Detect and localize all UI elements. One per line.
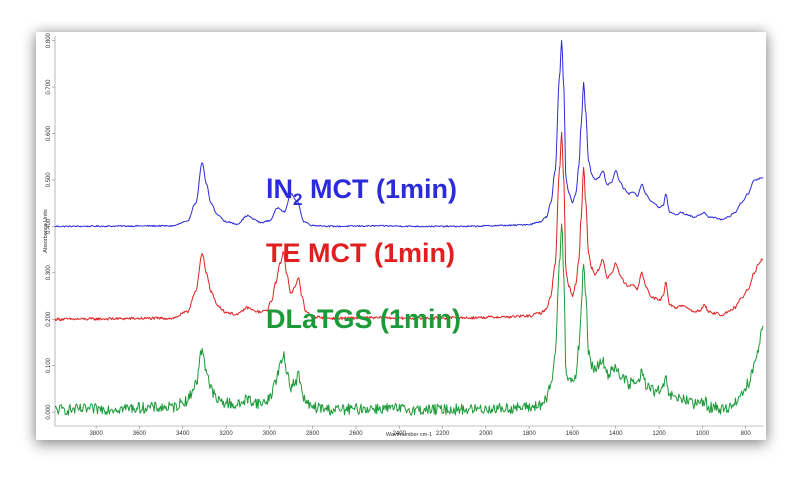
y-tick-label: 0.600 (46, 125, 52, 141)
x-tick-label: 2800 (306, 431, 320, 437)
series-line-0 (54, 39, 764, 228)
x-tick-label: 1400 (609, 431, 623, 437)
x-tick-label: 2600 (349, 431, 363, 437)
y-tick-label: 0.700 (46, 79, 52, 95)
series-group (54, 39, 764, 416)
x-tick-label: 1600 (566, 431, 580, 437)
y-tick-label: 0.400 (46, 218, 52, 234)
spectrum-panel: 0.000 0.100 0.200 0.300 0.400 0.500 0.600 0.700… (36, 32, 766, 440)
x-axis-title: Wavenumber cm-1 (386, 432, 432, 438)
x-tick-label: 1200 (652, 431, 666, 437)
x-tick-label: 2000 (479, 431, 493, 437)
x-axis: 3800 3600 3400 3200 3000 2800 2600 2400 2200 2000… (89, 426, 751, 437)
x-tick-label: 2200 (436, 431, 450, 437)
x-tick-label: 1800 (522, 431, 536, 437)
y-tick-label: 0.300 (46, 265, 52, 281)
legend-label-te-mct: TE MCT (1min) (266, 238, 455, 268)
y-tick-label: 0.500 (46, 172, 52, 188)
x-tick-label: 3600 (133, 431, 147, 437)
x-tick-label: 3000 (263, 431, 277, 437)
x-tick-label: 1000 (696, 431, 710, 437)
legend-label-ln2-mct: lN2 MCT (1min) (266, 174, 457, 209)
legend-label-ln2-main: lN (266, 174, 293, 204)
x-tick-label: 3200 (219, 431, 233, 437)
plot-frame (54, 36, 763, 427)
legend-label-ln2-subscript: 2 (293, 190, 302, 209)
series-line-1 (54, 131, 764, 322)
y-tick-label: 0.000 (46, 404, 52, 420)
legend-label-ln2-rest: MCT (1min) (302, 174, 457, 204)
legend-label-dlatgs: DLaTGS (1min) (266, 304, 461, 334)
y-tick-label: 0.800 (46, 32, 52, 48)
y-tick-label: 0.100 (46, 357, 52, 373)
x-tick-label: 3800 (89, 431, 103, 437)
series-line-2 (54, 223, 764, 416)
y-tick-label: 0.200 (46, 311, 52, 327)
x-tick-label: 2400 (393, 431, 407, 437)
x-tick-label: 3400 (176, 431, 190, 437)
y-axis: 0.000 0.100 0.200 0.300 0.400 0.500 0.600 0.700… (46, 32, 55, 420)
spectrum-chart: 0.000 0.100 0.200 0.300 0.400 0.500 0.600 0.700… (43, 32, 764, 438)
y-axis-title: Absorbance Units (43, 209, 49, 253)
x-tick-label: 800 (741, 431, 752, 437)
